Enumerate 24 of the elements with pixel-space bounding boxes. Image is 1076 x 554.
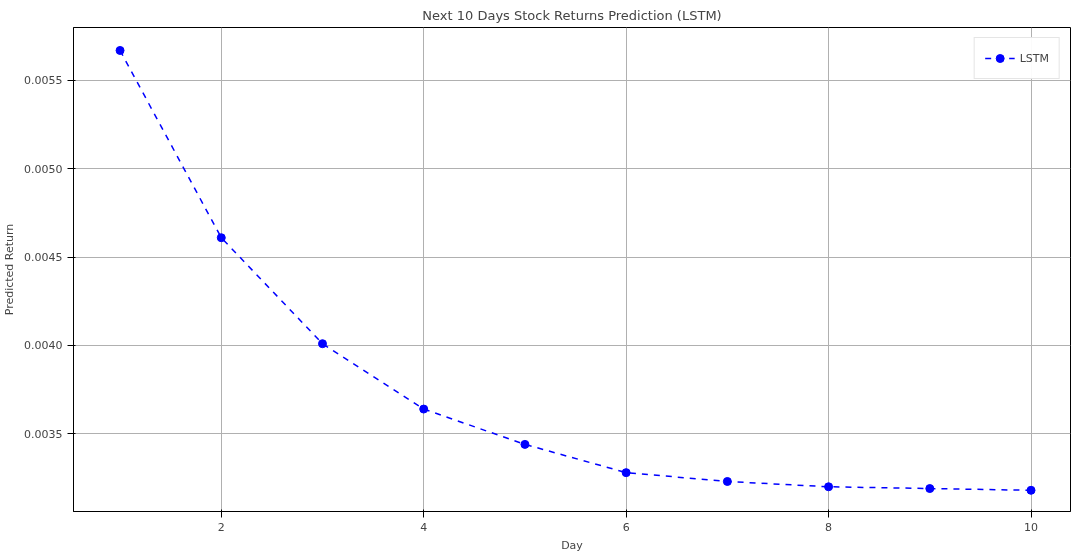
point <box>115 45 125 55</box>
y-tick-label: 0.0035 <box>24 427 63 441</box>
legend-label: LSTM <box>1019 51 1049 65</box>
y-tick-label: 0.0045 <box>24 251 63 265</box>
x-tick-label: 6 <box>622 520 630 534</box>
x-tick-label: 2 <box>217 520 225 534</box>
point <box>621 468 631 478</box>
point <box>1026 485 1036 495</box>
y-axis-title: Predicted Return <box>3 223 17 316</box>
x-tick-label: 10 <box>1024 520 1039 534</box>
y-tick-label: 0.0055 <box>24 74 63 88</box>
chart-title: Next 10 Days Stock Returns Prediction (LSTM) <box>422 7 722 23</box>
x-axis-title: Day <box>561 538 584 552</box>
x-tick-label: 4 <box>420 520 428 534</box>
point <box>722 476 732 486</box>
point <box>520 439 530 449</box>
point <box>318 339 327 349</box>
point <box>925 484 935 494</box>
x-tick-label: 8 <box>825 520 833 534</box>
point <box>419 404 429 414</box>
y-tick-label: 0.0050 <box>24 162 63 176</box>
point <box>216 233 226 243</box>
point <box>824 482 834 492</box>
y-tick-label: 0.0040 <box>24 339 63 353</box>
